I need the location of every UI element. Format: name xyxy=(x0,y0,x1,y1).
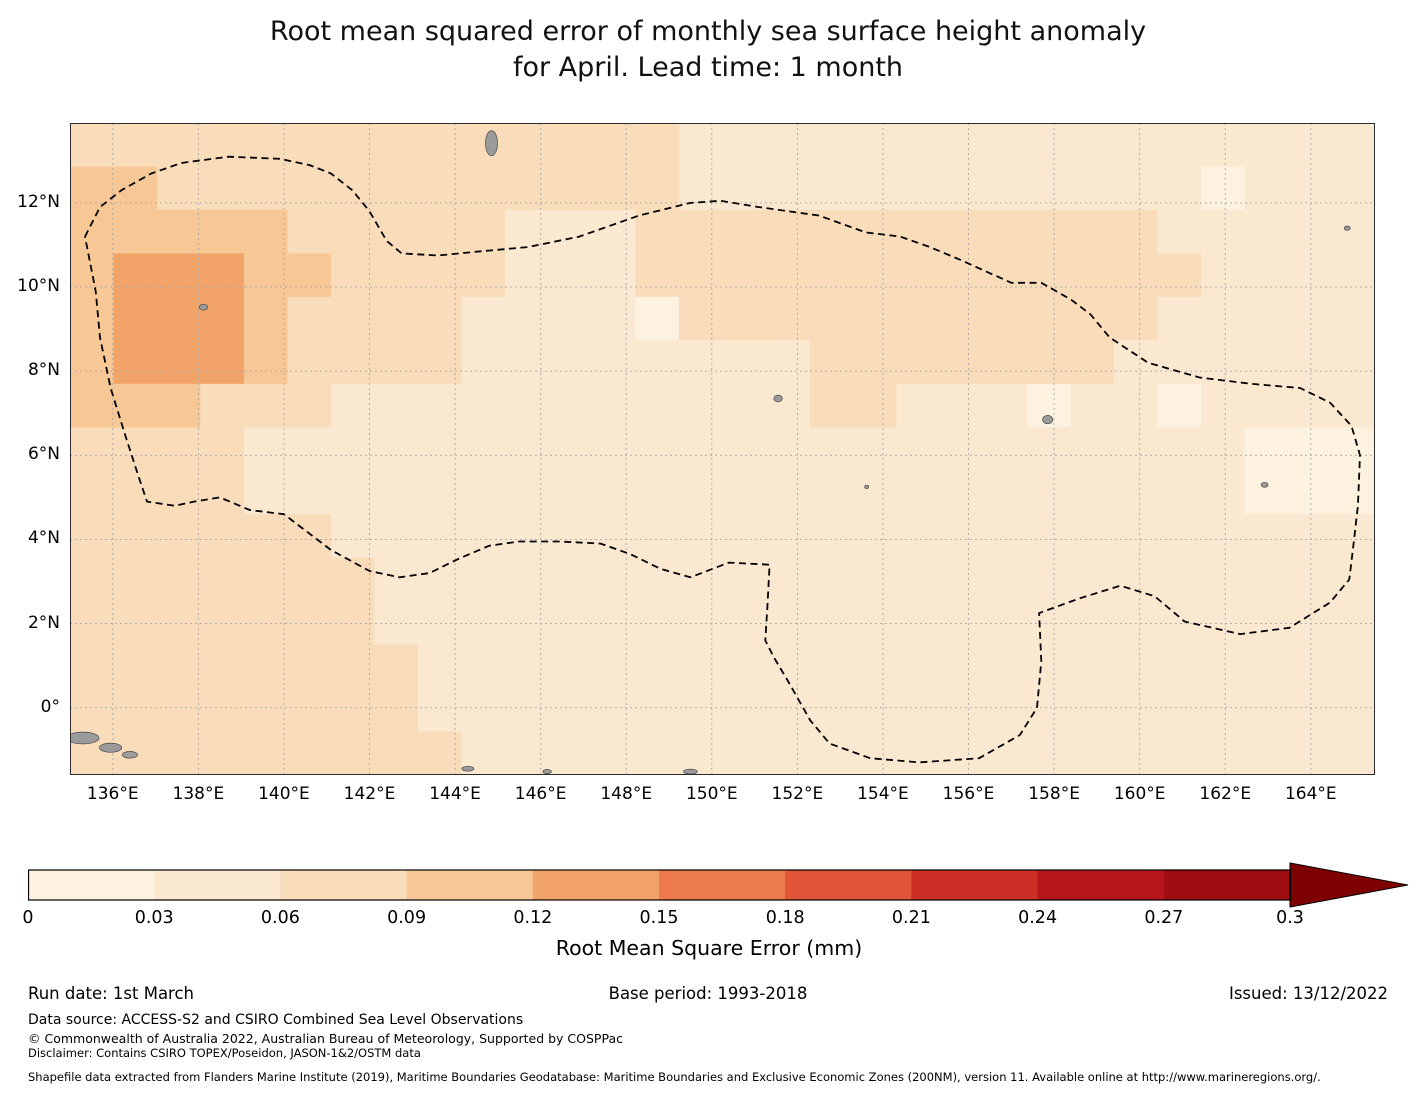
x-tick-label: 158°E xyxy=(1028,784,1080,804)
run-date: Run date: 1st March xyxy=(28,984,194,1003)
gridlines xyxy=(70,123,1375,775)
colorbar: 0 0.03 0.06 0.09 0.12 0.15 0.18 0.21 0.24 0.27 0.3… xyxy=(22,856,1416,988)
colorbar-tick-label: 0.21 xyxy=(891,908,931,928)
footer-row: Run date: 1st March Base period: 1993-20… xyxy=(28,984,1388,1006)
shapefile-attribution: Shapefile data extracted from Flanders M… xyxy=(28,1070,1321,1084)
colorbar-tick-label: 0.12 xyxy=(513,908,553,928)
x-tick-label: 136°E xyxy=(86,784,139,804)
colorbar-tick-label: 0.06 xyxy=(260,908,300,928)
x-tick-label: 160°E xyxy=(1113,784,1166,804)
base-period: Base period: 1993-2018 xyxy=(608,984,808,1003)
map-plot xyxy=(70,123,1375,775)
data-source: Data source: ACCESS-S2 and CSIRO Combine… xyxy=(28,1012,524,1028)
disclaimer: Disclaimer: Contains CSIRO TOPEX/Poseido… xyxy=(28,1046,421,1060)
colorbar-tick-label: 0.3 xyxy=(1276,908,1304,928)
heatmap-cells xyxy=(70,123,1375,775)
y-tick-label: 4°N xyxy=(27,528,60,549)
y-tick-label: 12°N xyxy=(17,191,60,212)
colorbar-tick-label: 0.09 xyxy=(387,908,427,928)
y-tick-label: 6°N xyxy=(27,444,60,465)
chart-title-line1: Root mean squared error of monthly sea s… xyxy=(269,16,1147,47)
x-tick-label: 154°E xyxy=(857,784,909,804)
colorbar-over-arrow xyxy=(1289,862,1409,908)
islands xyxy=(70,130,1351,775)
plot-frame xyxy=(70,123,1375,775)
issued-date: Issued: 13/12/2022 xyxy=(1228,984,1388,1003)
colorbar-tick-label: 0.24 xyxy=(1018,908,1058,928)
eez-boundary xyxy=(84,155,1361,764)
colorbar-segments xyxy=(28,870,1291,900)
colorbar-tick-label: 0.27 xyxy=(1144,908,1184,928)
x-tick-label: 162°E xyxy=(1199,784,1252,804)
chart-title: Root mean squared error of monthly sea s… xyxy=(0,14,1416,86)
colorbar-tick-label: 0.18 xyxy=(765,908,805,928)
copyright: © Commonwealth of Australia 2022, Austra… xyxy=(28,1031,623,1046)
x-tick-label: 142°E xyxy=(343,784,396,804)
x-tick-label: 156°E xyxy=(942,784,995,804)
colorbar-ticks: 0 0.03 0.06 0.09 0.12 0.15 0.18 0.21 0.24 0.27 0.3 xyxy=(22,908,1416,932)
colorbar-tick-label: 0.15 xyxy=(639,908,679,928)
chart-title-line2: for April. Lead time: 1 month xyxy=(512,52,904,83)
x-tick-label: 140°E xyxy=(258,784,310,804)
colorbar-frame xyxy=(28,869,1292,901)
colorbar-gradient xyxy=(28,862,1409,908)
x-tick-label: 148°E xyxy=(600,784,653,804)
x-tick-label: 138°E xyxy=(172,784,225,804)
x-tick-label: 150°E xyxy=(685,784,738,804)
x-tick-label: 152°E xyxy=(771,784,824,804)
y-tick-label: 0° xyxy=(40,696,60,717)
y-tick-label: 8°N xyxy=(27,360,60,381)
y-tick-label: 2°N xyxy=(27,612,60,633)
x-tick-label: 146°E xyxy=(514,784,567,804)
y-tick-label: 10°N xyxy=(17,276,60,297)
colorbar-tick-label: 0.03 xyxy=(134,908,174,928)
colorbar-label: Root Mean Square Error (mm) xyxy=(555,936,863,960)
x-tick-label: 144°E xyxy=(429,784,481,804)
x-tick-label: 164°E xyxy=(1284,784,1337,804)
colorbar-tick-label: 0 xyxy=(22,908,34,928)
